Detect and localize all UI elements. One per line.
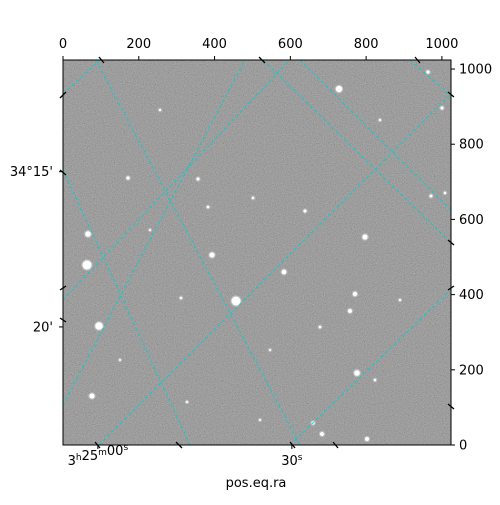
star (440, 106, 444, 110)
star (158, 108, 162, 112)
star (378, 118, 382, 122)
star (303, 209, 307, 213)
star (119, 359, 121, 361)
star (179, 296, 183, 300)
star (429, 194, 433, 198)
ra-tick-value: 25 (82, 449, 99, 464)
star (149, 229, 151, 231)
star (269, 349, 271, 351)
right-tick-label: 0 (459, 439, 467, 454)
dec-tick-label: 20' (33, 320, 53, 335)
star (126, 176, 130, 180)
top-tick-label: 600 (278, 37, 303, 52)
right-tick-label: 400 (459, 288, 484, 303)
dec-tick-label: 34°15' (10, 165, 53, 180)
star (82, 260, 92, 270)
star (365, 437, 369, 441)
star (398, 298, 402, 302)
grid-line (63, 60, 101, 95)
star (185, 400, 189, 404)
ra-tick-label: 30s (281, 453, 303, 469)
star (85, 231, 91, 237)
grid-line (289, 289, 451, 445)
star (206, 205, 210, 209)
ra-tick-label: 3h25m00s (68, 443, 129, 469)
right-tick-label: 200 (459, 363, 484, 378)
star (352, 291, 358, 297)
top-tick-label: 200 (126, 37, 151, 52)
star-field (81, 69, 448, 443)
top-tick-label: 800 (354, 37, 379, 52)
star (373, 378, 377, 382)
star (251, 196, 255, 200)
right-tick-label: 1000 (459, 63, 492, 78)
plot-frame (62, 59, 452, 446)
star (95, 322, 103, 330)
grid-line (63, 60, 246, 406)
top-tick-label: 400 (202, 37, 227, 52)
star (259, 419, 261, 421)
star (362, 234, 368, 240)
right-tick-label: 600 (459, 213, 484, 228)
star (335, 85, 343, 93)
sky-image (63, 60, 451, 445)
star (354, 370, 360, 376)
ra-tick-value: 30 (281, 454, 298, 469)
star (320, 432, 324, 436)
grid-line (95, 60, 301, 445)
star (231, 296, 241, 306)
grid-line (63, 60, 291, 301)
grid-line (63, 169, 191, 445)
ra-tick-value: 00 (107, 444, 124, 459)
coordinate-grid (63, 60, 451, 445)
ra-tick-unit: m (98, 448, 107, 458)
ra-tick-value: 3 (68, 454, 76, 469)
star (281, 269, 287, 275)
star (209, 252, 215, 258)
grid-line (98, 93, 451, 445)
top-tick-label: 0 (59, 37, 67, 52)
star (426, 70, 430, 74)
ra-tick-unit: s (298, 453, 303, 463)
star (348, 309, 352, 313)
grid-line (262, 60, 451, 244)
x-axis-label: pos.eq.ra (226, 476, 287, 491)
top-tick-label: 1000 (425, 37, 458, 52)
ra-tick-unit: s (123, 443, 128, 453)
ra-tick-unit: h (76, 453, 82, 463)
star (443, 191, 447, 195)
pixel-axes: 0 200 400 600 800 1000 0 200 400 600 800 1000 (59, 37, 492, 454)
star (318, 325, 322, 329)
right-tick-label: 800 (459, 138, 484, 153)
star (89, 393, 95, 399)
star (196, 177, 200, 181)
